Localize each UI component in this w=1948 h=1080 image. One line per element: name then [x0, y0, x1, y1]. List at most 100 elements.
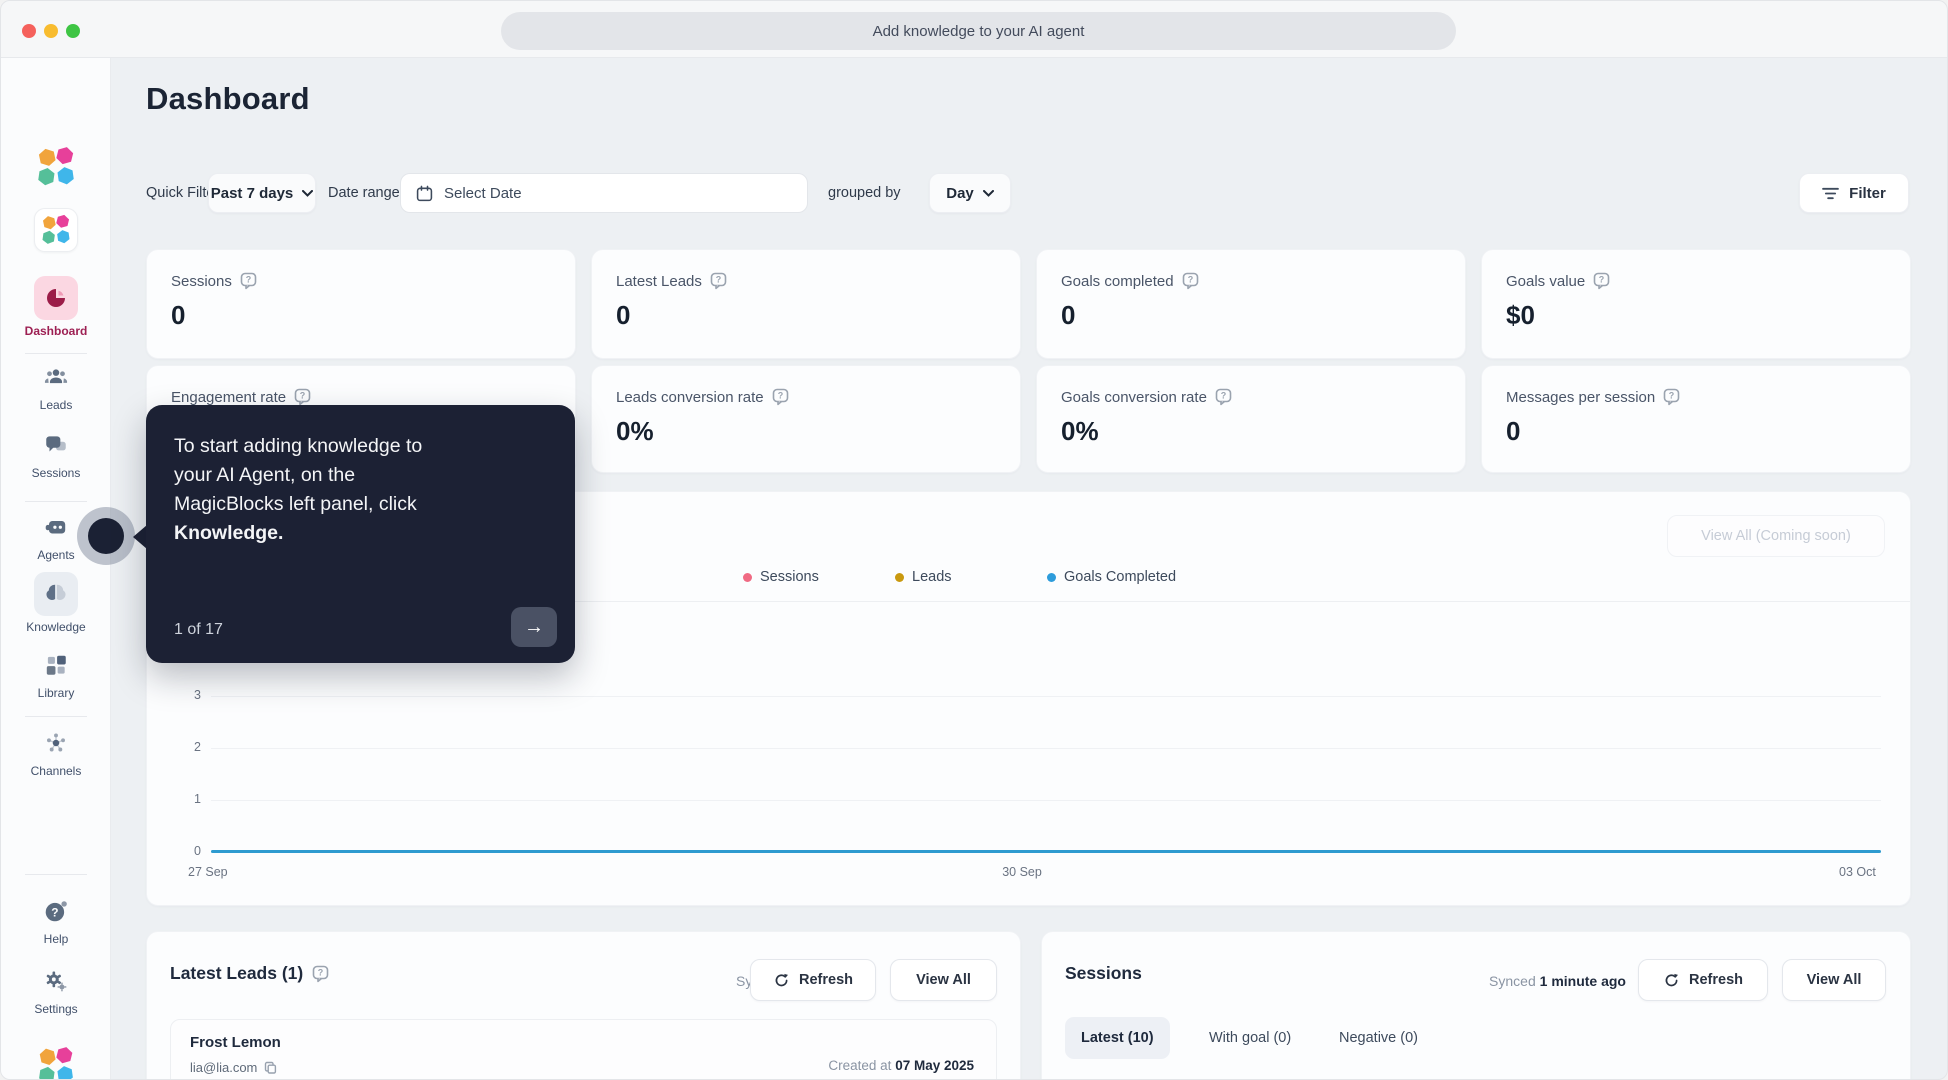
legend-item-sessions[interactable]: Sessions [743, 569, 819, 585]
account-avatar[interactable] [1, 1046, 111, 1079]
grouped-by-dropdown[interactable]: Day [929, 173, 1011, 213]
stat-label: Goals conversion rate [1061, 388, 1207, 406]
sessions-view-all-button[interactable]: View All [1782, 959, 1886, 1001]
grouped-by-label: grouped by [828, 185, 901, 201]
workspace-switcher[interactable] [1, 208, 111, 252]
stat-label: Latest Leads [616, 272, 702, 290]
stat-label: Goals value [1506, 272, 1586, 290]
sessions-panel [1041, 931, 1911, 1079]
sidebar-item-leads[interactable]: Leads [1, 364, 111, 412]
sidebar-item-help[interactable]: ? Help [1, 898, 111, 946]
sidebar-item-label: Channels [30, 764, 82, 778]
sidebar-divider [25, 501, 87, 502]
stat-label: Engagement rate [171, 388, 287, 406]
sidebar-item-sessions[interactable]: Sessions [1, 432, 111, 480]
sidebar-item-label: Library [37, 686, 75, 700]
sidebar-item-knowledge[interactable]: Knowledge [1, 572, 111, 634]
tab-label: Latest (10) [1081, 1030, 1154, 1046]
chart-flat-series-line [211, 850, 1881, 853]
leads-view-all-button[interactable]: View All [890, 959, 997, 1001]
stat-value: $0 [1506, 300, 1535, 330]
y-axis-tick: 0 [194, 844, 201, 858]
sidebar-item-settings[interactable]: Settings [1, 968, 111, 1016]
stat-label: Sessions [171, 272, 232, 290]
stat-card-goals-completed: Goals completed 0 [1036, 249, 1466, 359]
sidebar-item-label: Leads [39, 398, 73, 412]
synced-label: Synced [1489, 973, 1536, 989]
filter-button-label: Filter [1849, 184, 1886, 202]
sidebar-item-library[interactable]: Library [1, 652, 111, 700]
view-all-label: View All [1806, 972, 1862, 988]
legend-dot [895, 572, 904, 582]
help-tooltip-icon[interactable] [1215, 388, 1232, 406]
refresh-label: Refresh [799, 972, 853, 988]
sidebar-item-agents[interactable]: Agents [1, 514, 111, 562]
leads-refresh-button[interactable]: Refresh [750, 959, 876, 1001]
chart-header-divider [147, 601, 1910, 602]
chart-view-all-button[interactable]: View All (Coming soon) [1667, 515, 1885, 557]
tour-beacon[interactable] [77, 507, 135, 565]
created-at-value: 07 May 2025 [895, 1058, 974, 1073]
help-tooltip-icon[interactable] [312, 965, 329, 983]
sessions-tab-latest[interactable]: Latest (10) [1065, 1017, 1170, 1059]
sidebar-item-label: Knowledge [26, 620, 86, 634]
magicblocks-logo-icon [38, 1046, 74, 1079]
date-range-placeholder: Select Date [444, 184, 522, 202]
help-tooltip-icon[interactable] [1593, 272, 1610, 290]
help-tooltip-icon[interactable] [710, 272, 727, 290]
quick-filter-dropdown[interactable]: Past 7 days [208, 173, 316, 213]
maximize-window-button[interactable] [66, 24, 80, 38]
tab-label: Negative (0) [1339, 1030, 1418, 1046]
grouped-by-value: Day [946, 184, 974, 202]
lead-row-frost-lemon[interactable]: Frost Lemon lia@lia.com Created at 07 Ma… [170, 1019, 997, 1079]
view-all-label: View All [916, 972, 971, 988]
copy-icon[interactable] [264, 1061, 277, 1074]
tour-step-counter: 1 of 17 [174, 621, 223, 638]
sidebar-item-label: Help [43, 932, 69, 946]
refresh-icon [1665, 972, 1679, 986]
library-grid-icon [46, 655, 66, 675]
help-tooltip-icon[interactable] [1182, 272, 1199, 290]
users-icon [44, 369, 68, 384]
arrow-right-icon: → [524, 615, 544, 638]
stat-label: Messages per session [1506, 388, 1656, 406]
sidebar-item-label: Settings [34, 1002, 78, 1016]
sessions-title: Sessions [1065, 963, 1142, 984]
minimize-window-button[interactable] [44, 24, 58, 38]
filter-button[interactable]: Filter [1799, 173, 1909, 213]
magicblocks-logo-icon [42, 214, 70, 245]
help-tooltip-icon[interactable] [1663, 388, 1680, 406]
help-tooltip-icon[interactable] [240, 272, 257, 290]
lead-email: lia@lia.com [190, 1060, 258, 1075]
sidebar-divider [25, 874, 87, 875]
tour-next-button[interactable]: → [511, 607, 557, 647]
stat-value: 0% [1061, 416, 1099, 446]
legend-item-goals-completed[interactable]: Goals Completed [1047, 569, 1176, 585]
sessions-tab-negative[interactable]: Negative (0) [1323, 1017, 1434, 1059]
legend-item-leads[interactable]: Leads [895, 569, 952, 585]
legend-label: Leads [912, 569, 952, 585]
sidebar-item-channels[interactable]: Channels [1, 730, 111, 778]
date-range-input[interactable]: Select Date [400, 173, 808, 213]
refresh-icon [775, 972, 789, 986]
sessions-refresh-button[interactable]: Refresh [1638, 959, 1768, 1001]
gear-icon [46, 971, 67, 992]
filter-lines-icon [1822, 187, 1840, 199]
sessions-tab-with-goal[interactable]: With goal (0) [1193, 1017, 1307, 1059]
help-tooltip-icon[interactable] [772, 388, 789, 406]
stat-value: 0% [616, 416, 654, 446]
sidebar-item-dashboard[interactable]: Dashboard [1, 276, 111, 338]
stat-label: Leads conversion rate [616, 388, 764, 406]
sessions-title-text: Sessions [1065, 963, 1142, 983]
workspace-logo-card[interactable] [34, 208, 78, 252]
x-axis-tick: 27 Sep [188, 865, 228, 879]
close-window-button[interactable] [22, 24, 36, 38]
chevron-down-icon [302, 189, 314, 197]
help-circle-icon: ? [45, 901, 67, 922]
refresh-label: Refresh [1689, 972, 1743, 988]
help-tooltip-icon[interactable] [294, 388, 311, 406]
y-axis-tick: 2 [194, 740, 201, 754]
sessions-synced-status: Synced 1 minute ago [1346, 973, 1626, 989]
sidebar-item-label: Dashboard [24, 324, 88, 338]
